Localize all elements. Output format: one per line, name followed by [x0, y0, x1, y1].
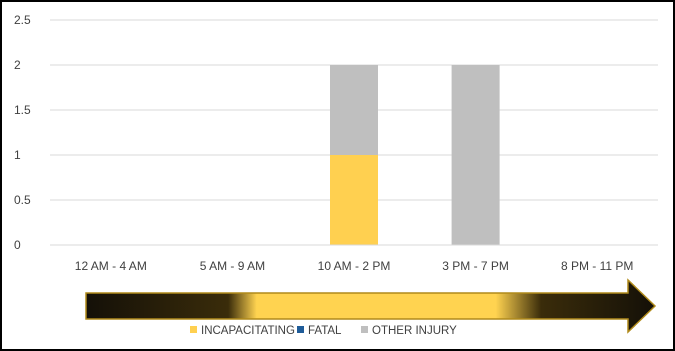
legend-swatch [190, 326, 197, 333]
legend: INCAPACITATING FATAL OTHER INJURY [190, 325, 457, 337]
bar-segment [330, 155, 378, 245]
legend-swatch [297, 326, 304, 333]
y-tick-label: 2.5 [14, 13, 31, 27]
legend-swatch [361, 326, 368, 333]
y-tick-label: 1.5 [14, 103, 31, 117]
x-category-label: 3 PM - 7 PM [442, 259, 509, 273]
legend-label: INCAPACITATING [201, 325, 295, 337]
x-category-label: 5 AM - 9 AM [200, 259, 265, 273]
bars [330, 65, 500, 245]
y-tick-label: 0.5 [14, 193, 31, 207]
legend-label: OTHER INJURY [372, 325, 457, 337]
x-category-label: 12 AM - 4 AM [75, 259, 147, 273]
bar-segment [451, 65, 500, 245]
y-axis-tick-labels: 0 0.5 1 1.5 2 2.5 [14, 13, 31, 252]
y-tick-label: 2 [14, 58, 21, 72]
time-progression-arrow [85, 278, 657, 334]
legend-label: FATAL [308, 325, 342, 337]
x-category-label: 10 AM - 2 PM [318, 259, 391, 273]
y-tick-label: 0 [14, 238, 21, 252]
y-tick-label: 1 [14, 148, 21, 162]
x-axis-category-labels: 12 AM - 4 AM 5 AM - 9 AM 10 AM - 2 PM 3 PM … [75, 259, 634, 273]
x-category-label: 8 PM - 11 PM [561, 259, 633, 273]
bar-segment [330, 65, 378, 155]
